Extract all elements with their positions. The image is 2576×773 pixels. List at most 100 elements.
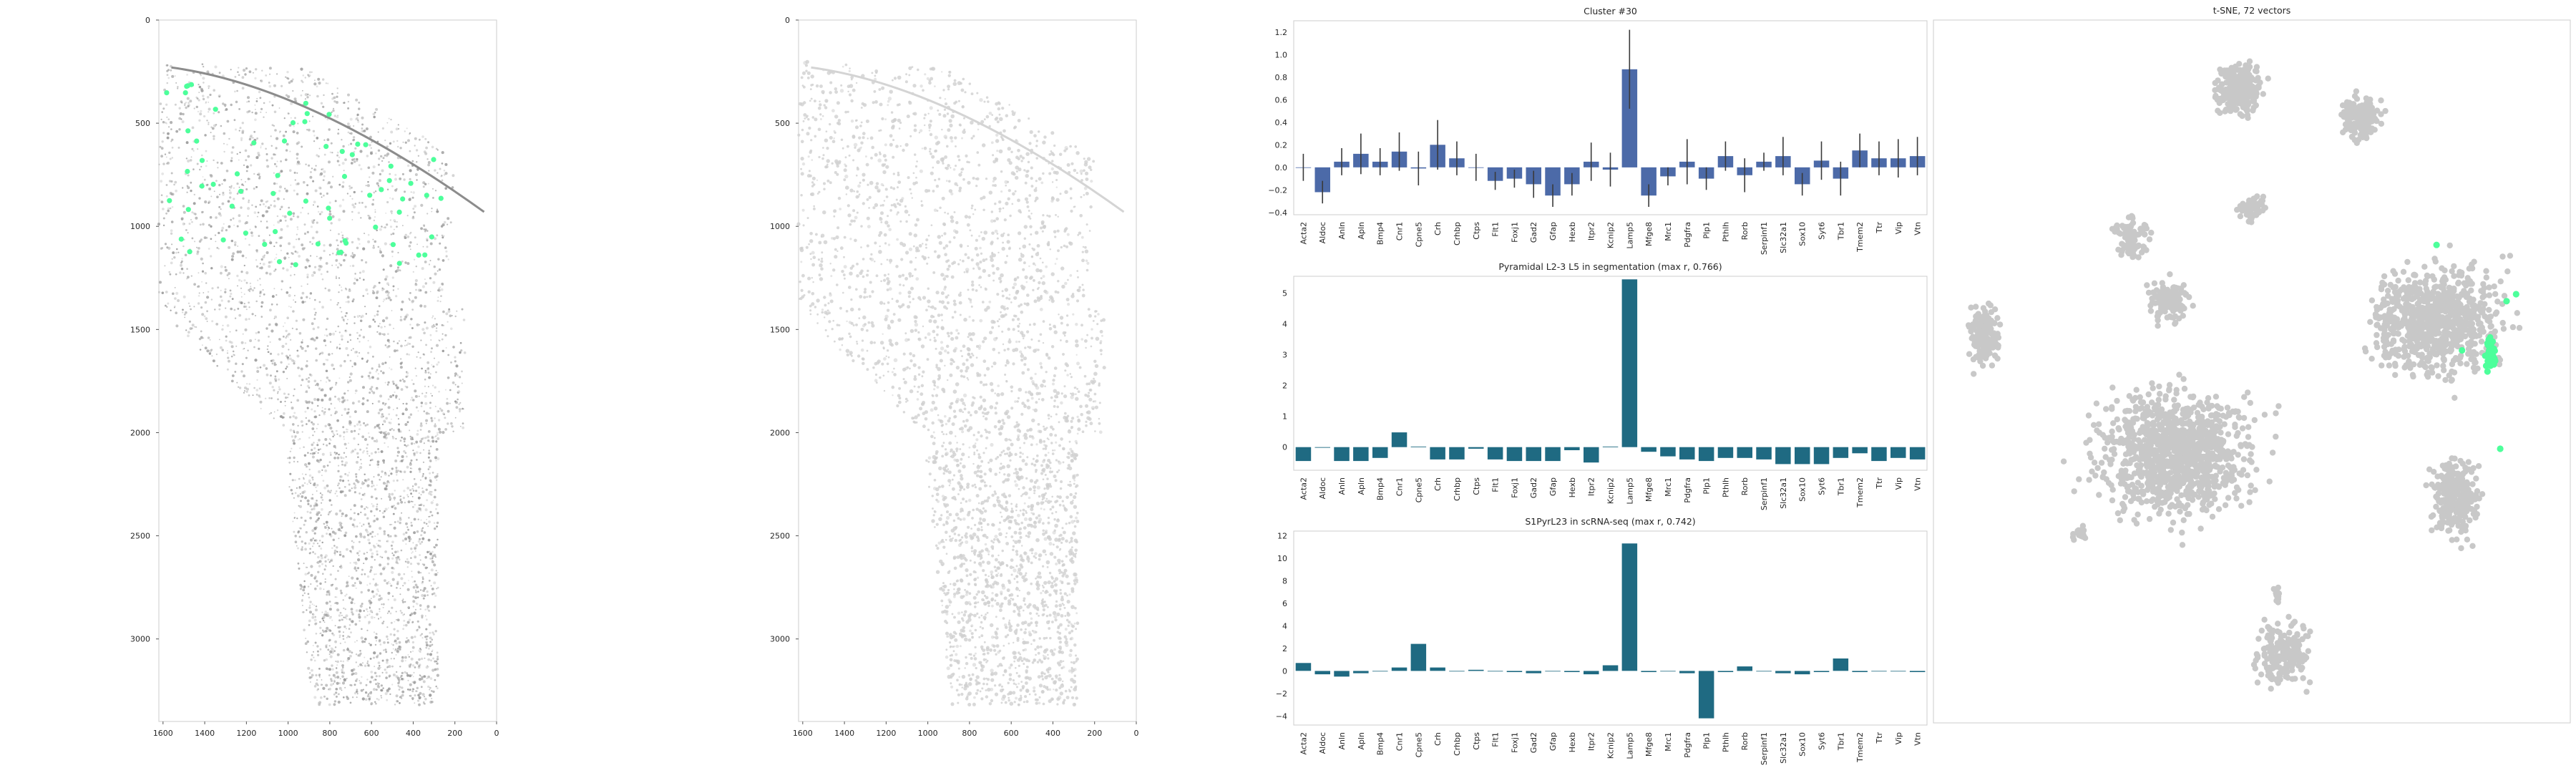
- tissue-speck: [273, 84, 276, 87]
- tissue-speck: [394, 704, 396, 705]
- tissue-speck: [295, 492, 297, 495]
- tissue-speck: [444, 334, 447, 336]
- tissue-speck: [442, 259, 445, 262]
- tissue-speck: [215, 241, 217, 243]
- tissue-speck: [417, 590, 419, 593]
- tissue-speck: [220, 290, 222, 291]
- tissue-speck: [410, 651, 411, 653]
- tissue-speck: [288, 486, 290, 487]
- tissue-speck: [187, 160, 190, 162]
- tissue-speck: [390, 299, 392, 301]
- tissue-speck: [283, 371, 285, 373]
- tissue-speck: [215, 124, 217, 125]
- tissue-speck: [286, 366, 288, 369]
- tissue-speck: [287, 77, 289, 79]
- tissue-speck: [296, 132, 299, 135]
- tissue-speck: [360, 168, 362, 170]
- tissue-speck: [375, 439, 378, 442]
- tissue-speck: [428, 161, 431, 164]
- tissue-speck: [352, 300, 354, 302]
- tissue-speck: [375, 703, 377, 705]
- x-tick-label: 400: [406, 729, 421, 738]
- tissue-speck: [431, 638, 434, 641]
- tissue-speck: [217, 162, 219, 164]
- tissue-speck: [258, 339, 260, 341]
- tissue-speck: [390, 535, 392, 538]
- tissue-speck: [354, 491, 356, 493]
- tissue-speck: [229, 341, 232, 344]
- tissue-speck: [189, 306, 190, 307]
- tissue-speck: [388, 345, 390, 347]
- tissue-speck: [311, 220, 314, 223]
- tissue-speck: [203, 66, 204, 67]
- tissue-speck: [384, 487, 387, 490]
- tissue-speck: [220, 125, 223, 127]
- tissue-speck: [431, 701, 433, 703]
- tissue-speck: [354, 582, 356, 584]
- tissue-speck: [419, 663, 421, 666]
- tissue-speck: [258, 212, 260, 214]
- tissue-speck: [180, 100, 183, 103]
- tissue-speck: [276, 303, 278, 305]
- tissue-speck: [218, 94, 221, 97]
- tissue-speck: [462, 422, 464, 424]
- tissue-speck: [430, 291, 431, 293]
- tissue-speck: [380, 616, 382, 618]
- tissue-speck: [227, 324, 230, 327]
- tissue-speck: [396, 562, 399, 565]
- tissue-speck: [285, 337, 287, 339]
- tissue-speck: [219, 194, 220, 195]
- tissue-speck: [411, 501, 412, 502]
- tissue-speck: [330, 185, 333, 188]
- tissue-speck: [404, 656, 407, 659]
- tissue-speck: [391, 540, 394, 543]
- tissue-speck: [391, 684, 393, 685]
- tissue-speck: [205, 346, 208, 349]
- tissue-speck: [456, 311, 457, 312]
- tissue-speck: [369, 346, 372, 349]
- tissue-speck: [376, 613, 379, 616]
- tissue-speck: [314, 380, 317, 383]
- tissue-speck: [395, 648, 397, 651]
- tissue-speck: [291, 492, 293, 495]
- tissue-speck: [387, 613, 389, 614]
- highlight-cell: [389, 164, 394, 169]
- tissue-speck: [415, 283, 418, 286]
- tissue-speck: [167, 208, 170, 210]
- tissue-speck: [280, 170, 283, 172]
- tissue-speck: [304, 543, 306, 545]
- tissue-speck: [158, 291, 160, 293]
- tissue-speck: [361, 636, 364, 639]
- tissue-speck: [253, 346, 255, 349]
- tissue-speck: [414, 205, 416, 208]
- tissue-speck: [421, 686, 423, 688]
- tissue-speck: [265, 367, 268, 370]
- tissue-speck: [316, 585, 318, 587]
- tissue-speck: [260, 200, 263, 203]
- tissue-speck: [377, 474, 380, 477]
- tissue-speck: [251, 205, 253, 206]
- tissue-speck: [343, 608, 344, 609]
- tissue-speck: [225, 308, 226, 309]
- tissue-speck: [432, 281, 435, 284]
- highlight-cell: [355, 142, 360, 147]
- tissue-speck: [350, 339, 351, 341]
- tissue-speck: [307, 231, 309, 233]
- tissue-speck: [209, 349, 212, 352]
- tissue-speck: [361, 573, 363, 575]
- tissue-speck: [338, 454, 339, 455]
- tissue-speck: [278, 190, 280, 192]
- tissue-speck: [416, 563, 418, 564]
- tissue-speck: [337, 470, 339, 472]
- tissue-speck: [385, 648, 387, 651]
- tissue-speck: [353, 136, 355, 138]
- tissue-speck: [423, 228, 424, 230]
- tissue-speck: [350, 143, 352, 145]
- tissue-speck: [353, 512, 356, 515]
- tissue-speck: [324, 438, 327, 441]
- tissue-speck: [330, 424, 331, 426]
- tissue-speck: [290, 185, 291, 186]
- tissue-speck: [368, 523, 369, 525]
- tissue-speck: [342, 681, 345, 684]
- tissue-speck: [325, 359, 326, 360]
